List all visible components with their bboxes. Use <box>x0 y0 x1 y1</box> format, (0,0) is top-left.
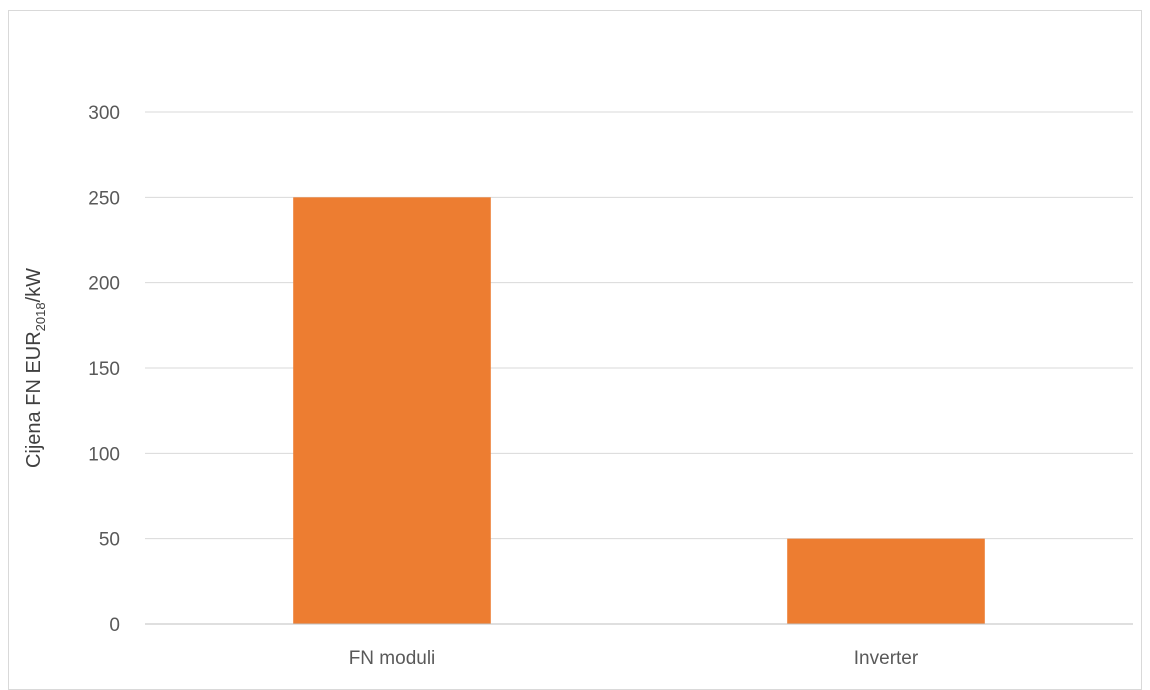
y-axis-title-suffix: /kW <box>23 268 45 303</box>
y-axis-title-subscript: 2018 <box>33 302 48 331</box>
x-tick-label: FN moduli <box>349 648 436 669</box>
y-tick-label: 50 <box>99 530 120 551</box>
x-tick-label: Inverter <box>854 648 919 669</box>
bars <box>293 197 985 625</box>
bar-fn-moduli <box>293 197 491 625</box>
y-tick-label: 200 <box>88 274 120 295</box>
bar-inverter <box>787 538 985 624</box>
y-tick-label: 0 <box>109 615 120 636</box>
y-tick-label: 100 <box>88 444 120 465</box>
y-tick-labels: 0 50 100 150 200 250 300 <box>88 103 120 636</box>
y-tick-label: 300 <box>88 103 120 124</box>
y-axis-title-main: Cijena FN EUR <box>23 331 45 468</box>
y-axis-title: Cijena FN EUR2018/kW <box>23 268 48 468</box>
y-tick-label: 250 <box>88 188 120 209</box>
x-tick-labels: FN moduli Inverter <box>349 648 919 669</box>
y-tick-label: 150 <box>88 359 120 380</box>
